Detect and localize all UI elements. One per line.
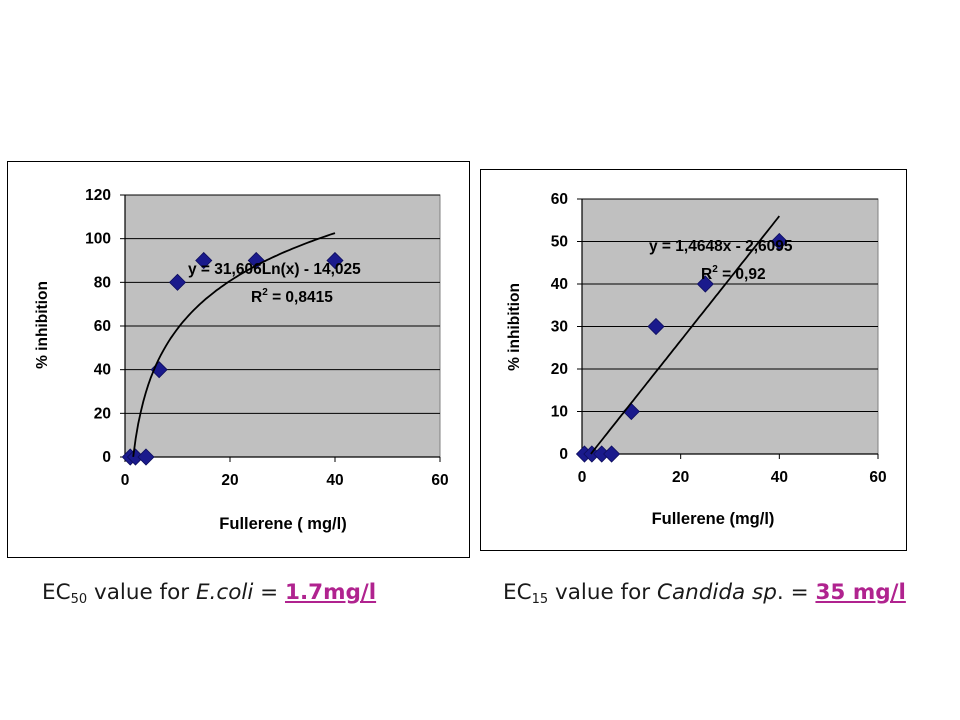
candida-y-tick-label: 50 xyxy=(551,234,568,251)
candida-y-tick-label: 40 xyxy=(551,276,568,293)
candida-data-point xyxy=(603,445,621,463)
ecoli-y-tick-label: 40 xyxy=(94,362,111,379)
caption-ec15-value: 35 mg/l xyxy=(815,580,906,605)
ecoli-y-tick-label: 100 xyxy=(85,231,111,248)
caption-ec50-sub: 50 xyxy=(70,592,88,607)
ecoli-equation: y = 31,606Ln(x) - 14,025 xyxy=(188,261,361,278)
ecoli-r-squared-sup: 2 xyxy=(262,287,268,298)
candida-x-axis-title: Fullerene (mg/l) xyxy=(652,510,775,528)
ecoli-y-tick-label: 60 xyxy=(94,318,111,335)
ecoli-r-squared-prefix: R xyxy=(251,289,262,306)
ecoli-data-point xyxy=(326,251,344,270)
caption-ec50-eq: = xyxy=(253,580,285,605)
chart-candida: 0 10 20 30 40 50 60 0 20 40 60 Fullerene (mg/l) % in… xyxy=(480,169,907,551)
ecoli-data-point xyxy=(137,448,155,466)
candida-r-squared-prefix: R xyxy=(701,266,712,283)
caption-ec50-value: 1.7mg/l xyxy=(284,580,377,605)
caption-ec50-ec: EC xyxy=(42,580,71,605)
caption-ec15-text: value for xyxy=(548,580,657,605)
ecoli-y-tick-label: 20 xyxy=(94,405,111,422)
candida-y-tick-label: 30 xyxy=(551,319,568,336)
caption-ec15-sub: 15 xyxy=(531,592,549,607)
ecoli-x-tick-label: 40 xyxy=(326,472,343,489)
candida-data-point xyxy=(770,232,788,251)
candida-y-axis-title: % inhibition xyxy=(506,283,523,371)
ecoli-y-tick-label: 80 xyxy=(94,274,111,291)
candida-y-tick-label: 60 xyxy=(551,191,568,208)
candida-data-point xyxy=(647,317,665,336)
candida-y-tick-label: 0 xyxy=(559,446,568,463)
candida-y-tick-label: 10 xyxy=(551,404,568,421)
candida-r-squared-value: = 0,92 xyxy=(718,266,766,283)
candida-x-tick-label: 20 xyxy=(672,469,689,486)
ecoli-trendline xyxy=(132,232,336,458)
ecoli-x-tick-label: 20 xyxy=(221,472,238,489)
candida-equation: y = 1,4648x - 2,6095 xyxy=(649,238,793,255)
candida-trendline xyxy=(590,215,781,455)
ecoli-r-squared: R2 = 0,8415 xyxy=(251,287,333,306)
chart-candida-svg: 0 10 20 30 40 50 60 0 20 40 60 Fullerene (mg/l) % in… xyxy=(506,191,887,528)
ecoli-data-point xyxy=(247,251,265,270)
caption-ec15-ec: EC xyxy=(503,580,532,605)
candida-x-tick-label: 0 xyxy=(578,469,587,486)
caption-ec50: EC50 value for E.coli = 1.7mg/l xyxy=(42,580,376,607)
ecoli-data-point xyxy=(195,251,213,270)
caption-ec50-organism: E.coli xyxy=(195,580,254,605)
candida-r-squared-sup: 2 xyxy=(712,264,718,275)
ecoli-y-axis-title: % inhibition xyxy=(34,281,51,369)
ecoli-x-tick-label: 60 xyxy=(431,472,448,489)
chart-ecoli-svg: 0 20 40 60 80 100 120 0 20 40 60 Fullerene ( mg/l)%… xyxy=(34,187,449,533)
candida-r-squared: R2 = 0,92 xyxy=(701,264,766,283)
candida-y-tick-label: 20 xyxy=(551,361,568,378)
candida-x-tick-label: 40 xyxy=(771,469,788,486)
caption-ec15-organism: Candida sp xyxy=(656,580,777,605)
ecoli-r-squared-value: = 0,8415 xyxy=(268,289,333,306)
chart-ecoli: 0 20 40 60 80 100 120 0 20 40 60 Fullerene ( mg/l)%… xyxy=(7,161,470,558)
ecoli-y-tick-label: 0 xyxy=(102,449,111,466)
candida-data-point xyxy=(696,275,714,293)
ecoli-x-tick-label: 0 xyxy=(121,472,130,489)
caption-ec15: EC15 value for Candida sp. = 35 mg/l xyxy=(503,580,906,607)
ecoli-x-axis-title: Fullerene ( mg/l) xyxy=(219,515,346,533)
ecoli-data-point xyxy=(168,273,187,291)
caption-ec50-text: value for xyxy=(87,580,196,605)
caption-ec15-after: . = xyxy=(776,580,816,605)
ecoli-y-tick-label: 120 xyxy=(85,187,111,204)
candida-x-tick-label: 60 xyxy=(869,469,886,486)
